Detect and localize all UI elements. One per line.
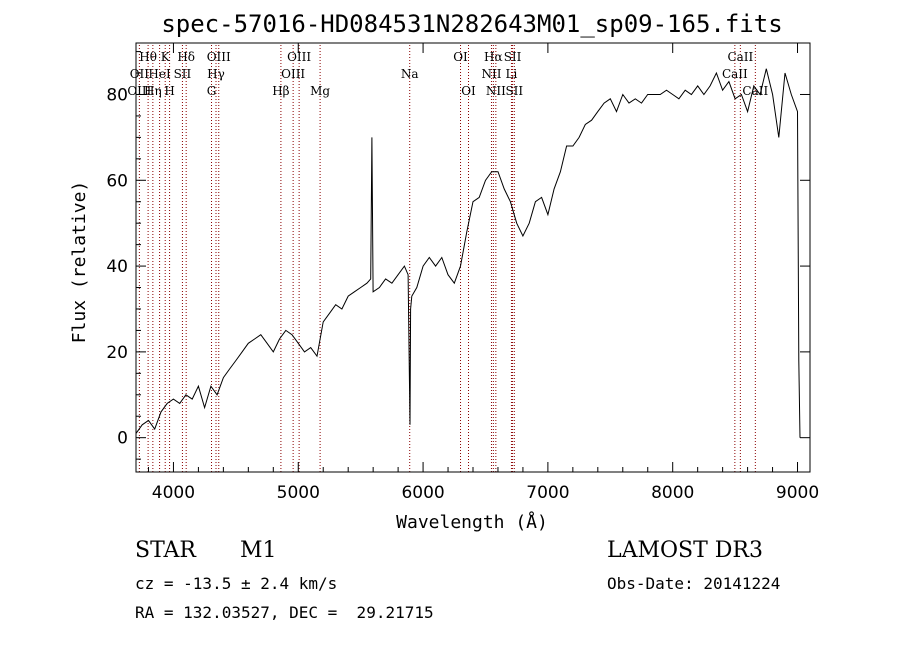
x-tick-label: 9000 <box>776 483 819 503</box>
line-label: G <box>207 84 217 98</box>
line-label: HeI <box>148 67 171 81</box>
y-tick-label: 40 <box>106 257 128 277</box>
line-label: Hδ <box>177 50 195 64</box>
x-tick-label: 4000 <box>152 483 195 503</box>
coordinates: RA = 132.03527, DEC = 29.21715 <box>135 603 434 622</box>
spectral-line-markers <box>138 45 756 472</box>
y-tick-label: 0 <box>117 429 128 449</box>
line-label: Hη <box>144 84 162 98</box>
redshift-text: cz = -13.5 ± 2.4 km/s <box>135 574 338 593</box>
x-tick-label: 8000 <box>651 483 694 503</box>
x-tick-label: 7000 <box>526 483 569 503</box>
line-label: CaII <box>742 84 768 98</box>
x-tick-label: 5000 <box>277 483 320 503</box>
plot-frame <box>135 42 811 473</box>
line-label: K <box>161 50 171 64</box>
obs-date: Obs-Date: 20141224 <box>607 574 781 593</box>
line-label: OIII <box>281 67 305 81</box>
line-label: CaII <box>727 50 753 64</box>
y-axis-label: Flux (relative) <box>69 181 90 344</box>
y-tick-label: 60 <box>106 171 128 191</box>
x-axis-ticks: 4000 5000 6000 7000 8000 9000 <box>147 43 819 503</box>
line-label: Hγ <box>207 67 225 81</box>
x-axis-label: Wavelength (Å) <box>396 511 548 533</box>
line-label: OII <box>130 67 150 81</box>
line-label: OIII <box>207 50 231 64</box>
y-tick-label: 20 <box>106 343 128 363</box>
line-label: OIII <box>287 50 311 64</box>
line-label: NII <box>481 67 501 81</box>
line-label: SII <box>505 84 523 98</box>
line-label: OI <box>453 50 468 64</box>
line-label: NII <box>486 84 506 98</box>
line-label: H <box>164 84 174 98</box>
line-label: CaII <box>722 67 748 81</box>
x-tick-label: 6000 <box>401 483 444 503</box>
object-class: STAR <box>135 538 196 563</box>
object-subclass: M1 <box>240 538 277 563</box>
spectrum-line <box>135 68 801 438</box>
line-label: Hθ <box>139 50 157 64</box>
line-label: Na <box>401 67 419 81</box>
line-label: Li <box>506 67 518 81</box>
line-label: SII <box>504 50 522 64</box>
chart-title: spec-57016-HD084531N282643M01_sp09-165.f… <box>161 10 782 38</box>
y-tick-label: 80 <box>106 85 128 105</box>
line-label: Hα <box>484 50 503 64</box>
line-label: OI <box>461 84 476 98</box>
y-axis-ticks: 0 20 40 60 80 <box>106 51 810 460</box>
line-label: Hβ <box>272 84 289 98</box>
survey-name: LAMOST DR3 <box>607 538 763 563</box>
line-label: Mg <box>310 84 330 98</box>
line-label: SII <box>174 67 192 81</box>
